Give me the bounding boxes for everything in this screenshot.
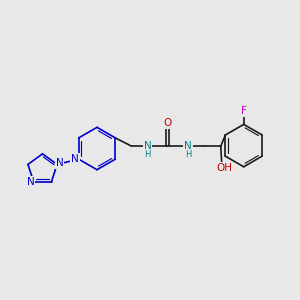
Text: N: N bbox=[56, 158, 63, 168]
Text: OH: OH bbox=[216, 163, 232, 173]
Text: N: N bbox=[184, 141, 192, 151]
Text: O: O bbox=[164, 118, 172, 128]
Text: H: H bbox=[185, 150, 191, 159]
Text: H: H bbox=[144, 150, 151, 159]
Text: N: N bbox=[144, 141, 151, 151]
Text: N: N bbox=[71, 154, 79, 164]
Text: N: N bbox=[27, 177, 34, 187]
Text: F: F bbox=[241, 106, 247, 116]
